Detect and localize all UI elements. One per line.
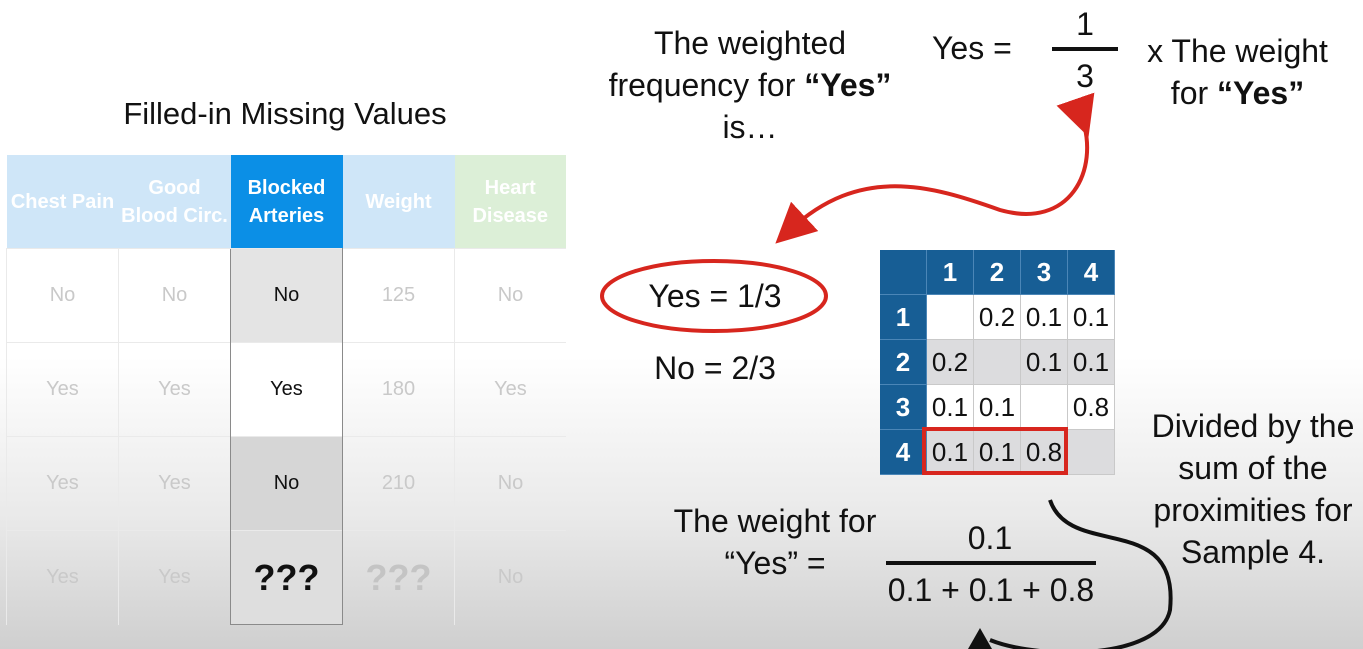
header-chest-pain: Chest Pain bbox=[6, 155, 119, 249]
table-cell: Yes bbox=[118, 436, 231, 531]
weight-fraction-bar bbox=[886, 561, 1096, 565]
matrix-header-row: 1 2 3 4 bbox=[880, 250, 1115, 295]
matrix-row-header: 1 bbox=[880, 295, 927, 340]
weight-for-yes-label: The weight for “Yes” = bbox=[655, 500, 895, 584]
matrix-cell: 0.2 bbox=[974, 295, 1021, 340]
table-row: Yes Yes ??? ??? No bbox=[6, 530, 566, 625]
matrix-cell bbox=[974, 340, 1021, 385]
matrix-col-header: 2 bbox=[974, 250, 1021, 295]
header-heart-disease: Heart Disease bbox=[454, 155, 566, 249]
weight-denominator: 0.1 + 0.1 + 0.8 bbox=[887, 572, 1095, 608]
table-cell: Yes bbox=[6, 342, 119, 437]
header-blocked-arteries: Blocked Arteries bbox=[230, 155, 343, 249]
matrix-row: 2 0.2 0.1 0.1 bbox=[880, 340, 1115, 385]
times-weight-line: for “Yes” bbox=[1130, 72, 1345, 114]
no-value: No = 2/3 bbox=[654, 350, 776, 386]
matrix-corner bbox=[880, 250, 927, 295]
table-row: No No No 125 No bbox=[6, 248, 566, 343]
times-weight-yes-bold: “Yes” bbox=[1217, 75, 1305, 111]
matrix-cell: 0.1 bbox=[1068, 295, 1115, 340]
matrix-cell: 0.1 bbox=[1068, 340, 1115, 385]
table-title: Filled-in Missing Values bbox=[123, 96, 447, 131]
yes-value: Yes = 1/3 bbox=[648, 278, 782, 314]
matrix-cell bbox=[1068, 430, 1115, 475]
table-cell: 180 bbox=[342, 342, 455, 437]
matrix-cell: 0.1 bbox=[927, 430, 974, 475]
note-line: sum of the bbox=[1178, 450, 1328, 486]
matrix-cell: 0.1 bbox=[1021, 295, 1068, 340]
matrix-row-header: 3 bbox=[880, 385, 927, 430]
table-row: Yes Yes Yes 180 Yes bbox=[6, 342, 566, 437]
matrix-row-header: 4 bbox=[880, 430, 927, 475]
table-cell: No bbox=[454, 436, 566, 531]
weight-numerator: 0.1 bbox=[967, 520, 1013, 556]
missing-blocked-arteries-cell: ??? bbox=[230, 530, 343, 625]
blocked-arteries-cell: No bbox=[230, 436, 343, 531]
matrix-row-header: 2 bbox=[880, 340, 927, 385]
table-cell: Yes bbox=[6, 436, 119, 531]
matrix-cell: 0.1 bbox=[1021, 340, 1068, 385]
fraction-numerator: 1 bbox=[1076, 6, 1094, 42]
matrix-cell bbox=[927, 295, 974, 340]
yes-value-circle bbox=[600, 259, 828, 333]
divided-by-note: Divided by the sum of the proximities fo… bbox=[1128, 405, 1363, 573]
times-weight-line: x The weight bbox=[1147, 33, 1328, 69]
note-line: Sample 4. bbox=[1180, 534, 1326, 570]
black-curved-arrow bbox=[989, 499, 1173, 649]
table-cell: Yes bbox=[118, 342, 231, 437]
missing-weight-cell: ??? bbox=[342, 530, 455, 625]
red-curved-arrow bbox=[775, 92, 1095, 244]
table-cell: No bbox=[118, 248, 231, 343]
weight-label-line: The weight for bbox=[673, 503, 877, 539]
fraction-bar bbox=[1052, 47, 1118, 51]
black-arrow-head bbox=[968, 628, 992, 649]
matrix-row: 1 0.2 0.1 0.1 bbox=[880, 295, 1115, 340]
header-weight: Weight bbox=[342, 155, 455, 249]
matrix-cell: 0.1 bbox=[974, 385, 1021, 430]
blocked-arteries-cell: No bbox=[230, 248, 343, 343]
table-cell: 125 bbox=[342, 248, 455, 343]
matrix-cell: 0.2 bbox=[927, 340, 974, 385]
table-cell: Yes bbox=[118, 530, 231, 625]
fraction-denominator: 3 bbox=[1076, 58, 1094, 94]
note-line: proximities for bbox=[1153, 492, 1353, 528]
blocked-arteries-cell: Yes bbox=[230, 342, 343, 437]
matrix-cell: 0.1 bbox=[974, 430, 1021, 475]
intro-line: The weighted bbox=[653, 25, 847, 61]
formula-label: Yes = bbox=[932, 30, 1012, 66]
matrix-cell: 0.8 bbox=[1068, 385, 1115, 430]
intro-text: frequency for bbox=[608, 67, 805, 103]
times-weight-text: x The weight for “Yes” bbox=[1130, 30, 1345, 114]
matrix-col-header: 1 bbox=[927, 250, 974, 295]
table-cell: Yes bbox=[6, 530, 119, 625]
sample-4-highlight-box bbox=[922, 427, 1068, 475]
table-cell: No bbox=[454, 530, 566, 625]
matrix-col-header: 4 bbox=[1068, 250, 1115, 295]
table-row: Yes Yes No 210 No bbox=[6, 436, 566, 531]
table-cell: Yes bbox=[454, 342, 566, 437]
filled-values-table: Chest Pain Good Blood Circ. Blocked Arte… bbox=[6, 155, 566, 625]
table-cell: No bbox=[6, 248, 119, 343]
weight-label-line: “Yes” = bbox=[724, 545, 826, 581]
times-weight-text-part: for bbox=[1170, 75, 1218, 111]
note-line: Divided by the bbox=[1151, 408, 1355, 444]
table-header-row: Chest Pain Good Blood Circ. Blocked Arte… bbox=[6, 155, 566, 249]
intro-line: is… bbox=[722, 109, 778, 145]
table-cell: 210 bbox=[342, 436, 455, 531]
table-cell: No bbox=[454, 248, 566, 343]
header-good-blood-circ: Good Blood Circ. bbox=[118, 155, 231, 249]
matrix-col-header: 3 bbox=[1021, 250, 1068, 295]
